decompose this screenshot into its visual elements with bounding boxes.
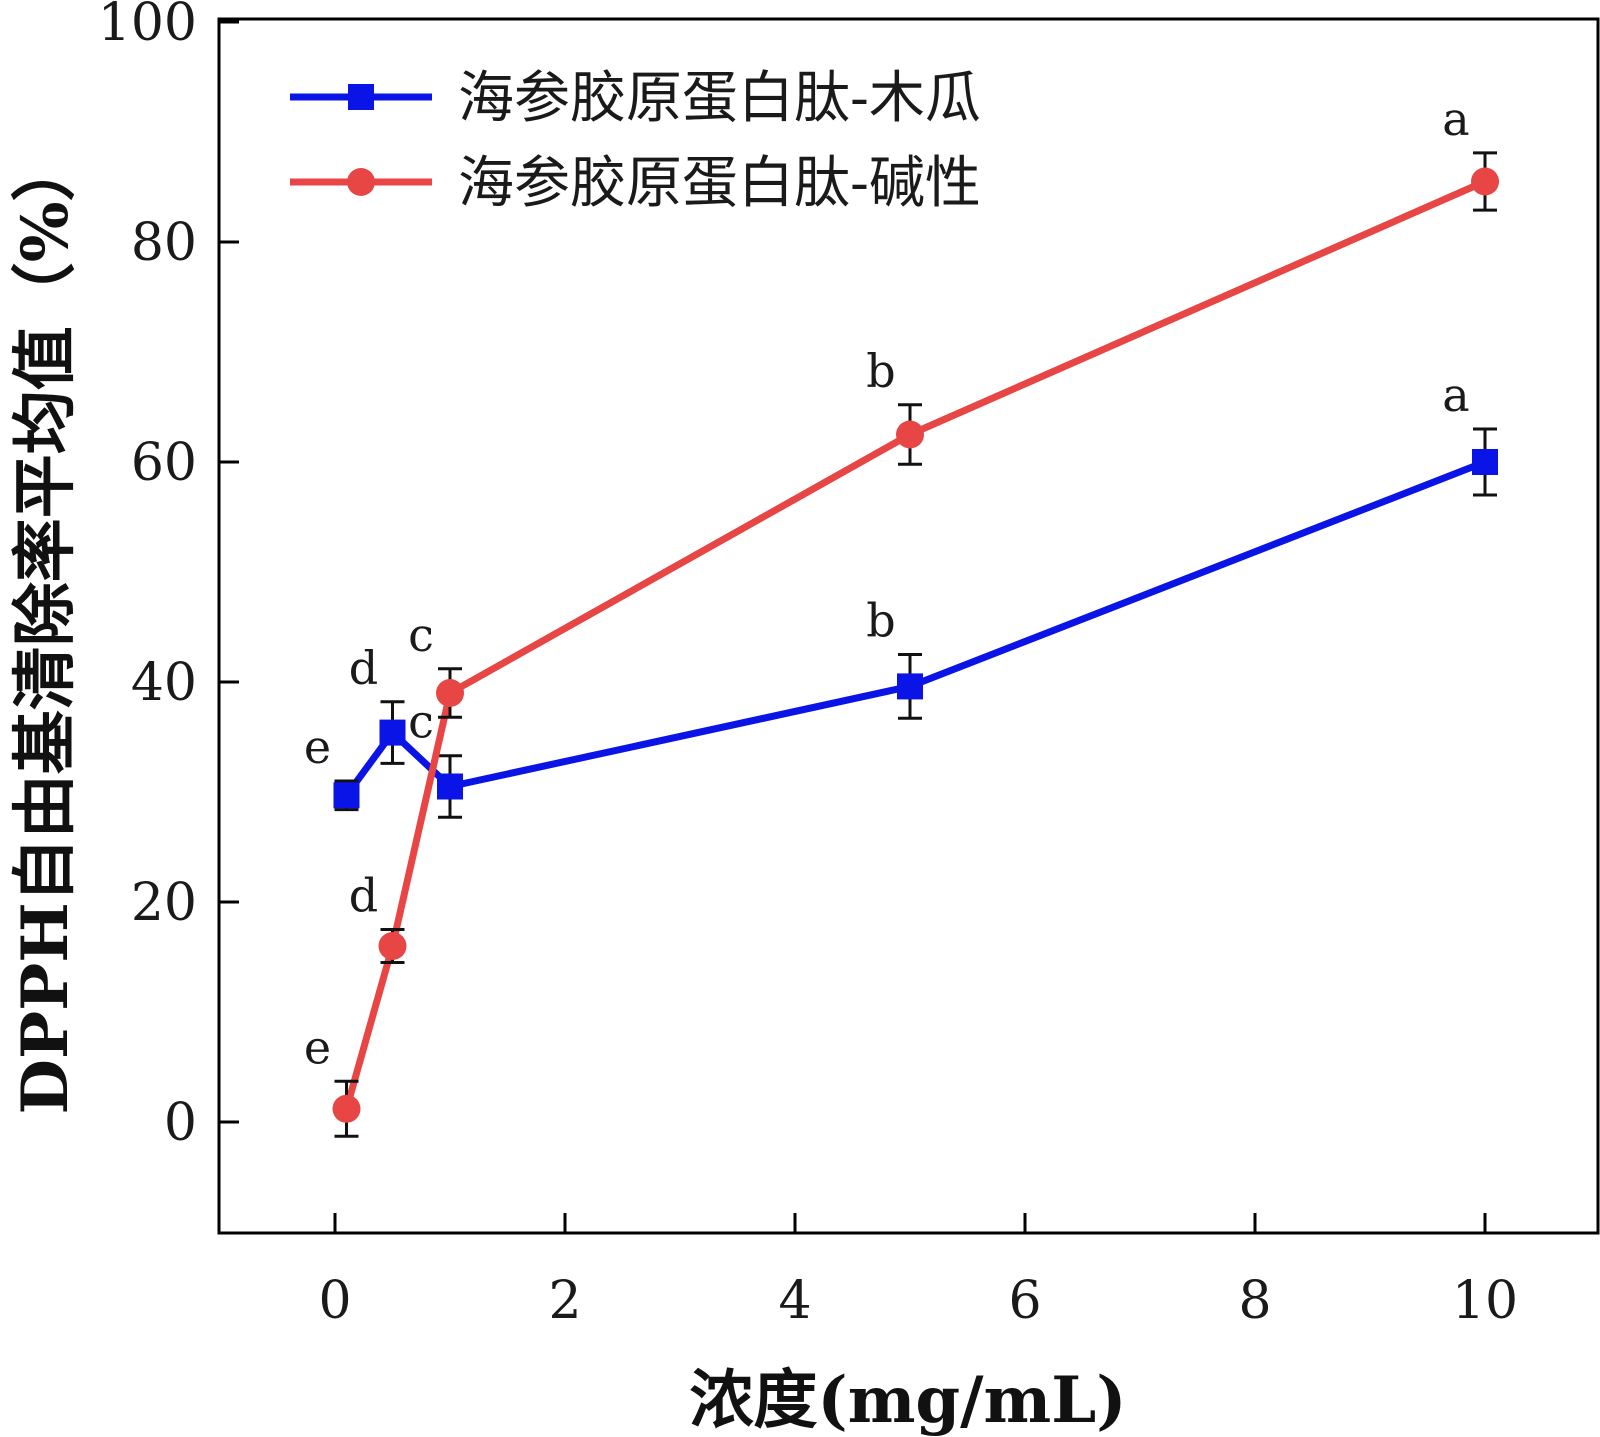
series-line [343, 458, 1487, 798]
legend-marker-circle [347, 168, 375, 196]
data-point-circle [436, 679, 464, 707]
data-point-square [897, 673, 923, 700]
legend-label-series-1: 海参胶原蛋白肽-碱性 [458, 151, 981, 216]
legend: 海参胶原蛋白肽-木瓜 海参胶原蛋白肽-碱性 [290, 66, 981, 216]
data-point-square [1472, 449, 1498, 475]
significance-label: e [304, 1020, 331, 1074]
significance-label: c [408, 608, 434, 662]
significance-label: b [866, 344, 895, 398]
legend-label-series-0: 海参胶原蛋白肽-木瓜 [458, 66, 981, 131]
significance-label: a [1442, 368, 1469, 422]
x-tick-label: 2 [548, 1271, 581, 1331]
significance-label: b [866, 594, 895, 648]
x-tick-label: 4 [778, 1271, 811, 1331]
data-point-circle [378, 932, 407, 960]
significance-label: c [408, 695, 434, 749]
x-tick-label: 0 [318, 1271, 351, 1331]
plot-frame [217, 17, 1600, 1235]
series-line [343, 178, 1487, 1110]
y-tick-label: 80 [131, 213, 197, 273]
y-tick-label: 20 [131, 873, 197, 933]
x-axis-title: 浓度(mg/mL) [689, 1363, 1126, 1437]
series-0: edc b a [304, 368, 1498, 819]
significance-label: d [349, 641, 378, 695]
y-tick-label: 100 [98, 0, 197, 53]
y-tick-label: 0 [164, 1093, 197, 1153]
significance-label: d [349, 869, 378, 923]
x-tick-label: 10 [1452, 1271, 1518, 1331]
significance-label: a [1442, 92, 1469, 146]
legend-marker-square [348, 84, 374, 110]
data-point-circle [1471, 167, 1499, 196]
y-axis-title: DPPH自由基清除率平均值（%） [8, 137, 83, 1114]
data-point-circle [896, 420, 924, 449]
data-point-circle [332, 1094, 361, 1123]
x-tick-label: 8 [1238, 1271, 1271, 1331]
significance-label: e [304, 720, 331, 774]
x-tick-label: 6 [1008, 1271, 1041, 1331]
data-point-square [379, 719, 406, 746]
y-tick-label: 60 [131, 433, 197, 493]
y-tick-label: 40 [131, 653, 197, 713]
data-point-square [437, 773, 463, 800]
data-point-square [333, 782, 360, 809]
